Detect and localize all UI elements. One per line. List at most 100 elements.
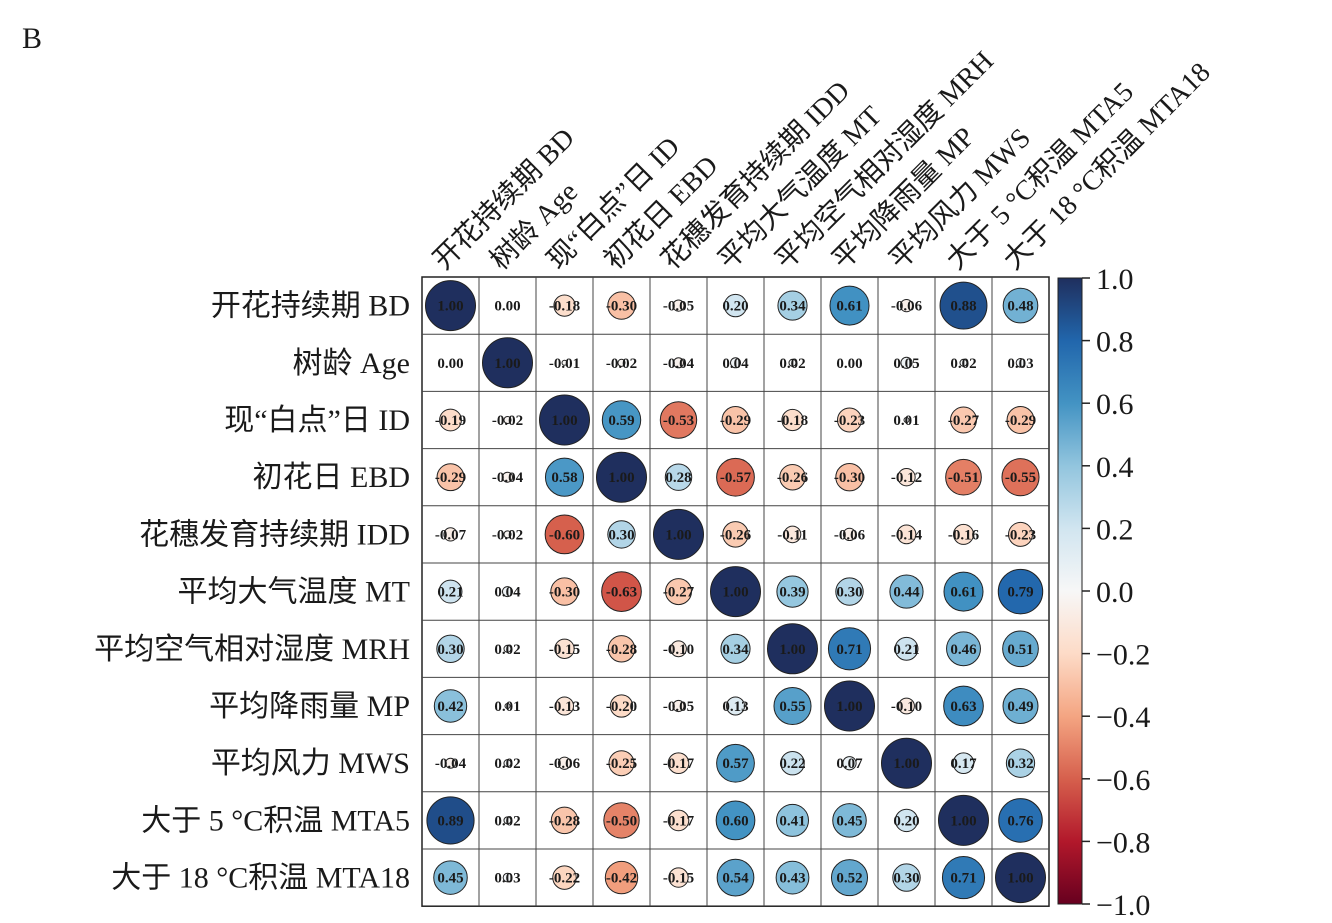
cell-value-r2-c8: 0.01 <box>893 413 919 429</box>
cell-value-r0-c1: 0.00 <box>494 299 520 315</box>
cell-circle-r8-c2 <box>557 756 572 770</box>
cell-circle-r4-c9 <box>953 523 974 545</box>
cell-value-r7-c7: 1.00 <box>836 699 862 715</box>
cell-circle-r1-c9 <box>959 358 968 367</box>
cell-value-r5-c5: 1.00 <box>722 585 748 601</box>
cell-value-r2-c2: 1.00 <box>551 413 577 429</box>
cell-value-r4-c7: -0.06 <box>834 527 866 543</box>
cell-value-r7-c3: -0.20 <box>606 699 637 715</box>
cell-value-r6-c3: -0.28 <box>606 642 637 658</box>
cell-value-r10-c9: 0.71 <box>950 871 976 887</box>
cell-circle-r5-c4 <box>665 578 692 606</box>
cell-circle-r3-c2 <box>544 457 585 497</box>
cell-value-r4-c2: -0.60 <box>549 527 580 543</box>
cell-circle-r7-c4 <box>672 699 685 713</box>
cell-value-r9-c2: -0.28 <box>549 813 580 829</box>
cell-circle-r7-c3 <box>609 694 634 718</box>
cell-value-r0-c6: 0.34 <box>779 299 806 315</box>
cell-circle-r1-c2 <box>561 359 568 366</box>
cell-value-r5-c3: -0.63 <box>606 585 637 601</box>
cell-value-r7-c5: 0.13 <box>722 699 748 715</box>
cell-circle-r0-c10 <box>1002 287 1039 324</box>
cell-circle-r9-c4 <box>667 809 690 832</box>
cell-value-r10-c10: 1.00 <box>1007 871 1033 887</box>
cell-circle-r2-c3 <box>601 400 642 440</box>
cell-circle-r0-c4 <box>672 299 685 312</box>
cell-circle-r1-c5 <box>730 357 741 369</box>
cell-circle-r10-c10 <box>995 852 1046 904</box>
cell-circle-r1-c3 <box>617 358 626 367</box>
cell-value-r9-c6: 0.41 <box>779 813 805 829</box>
colorbar-tick-8: −0.6 <box>1096 764 1150 797</box>
cell-value-r10-c5: 0.54 <box>722 871 749 887</box>
cell-value-r7-c9: 0.63 <box>950 699 976 715</box>
cell-circle-r0-c5 <box>723 293 748 318</box>
cell-circle-r2-c10 <box>1006 406 1035 434</box>
cell-circle-r3-c6 <box>779 463 806 491</box>
cell-circle-r4-c10 <box>1008 521 1033 547</box>
cell-circle-r4-c3 <box>607 520 636 549</box>
cell-value-r9-c1: 0.02 <box>494 813 520 829</box>
cell-value-r7-c2: -0.13 <box>549 699 580 715</box>
cell-circle-r5-c5 <box>710 566 761 618</box>
cell-circle-r3-c5 <box>716 457 755 497</box>
cell-value-r4-c1: -0.02 <box>492 527 523 543</box>
cell-value-r3-c8: -0.12 <box>891 470 922 486</box>
cell-value-r5-c8: 0.44 <box>893 585 920 601</box>
colorbar-tick-5: 0.0 <box>1096 576 1134 609</box>
cell-circle-r7-c10 <box>1002 688 1039 724</box>
cell-value-r7-c8: -0.10 <box>891 699 922 715</box>
cell-circle-r1-c4 <box>673 357 684 369</box>
cell-circle-r8-c4 <box>667 752 690 775</box>
cell-value-r10-c2: -0.22 <box>549 871 580 887</box>
cell-value-r9-c10: 0.76 <box>1007 813 1034 829</box>
cell-value-r0-c7: 0.61 <box>836 299 862 315</box>
cell-circle-r8-c6 <box>780 750 805 776</box>
cell-value-r6-c0: 0.30 <box>437 642 463 658</box>
cell-circle-r3-c1 <box>502 471 513 483</box>
cell-circle-r8-c10 <box>1005 748 1036 778</box>
cell-value-r9-c5: 0.60 <box>722 813 748 829</box>
cell-value-r3-c1: -0.04 <box>492 470 524 486</box>
cell-value-r1-c1: 1.00 <box>494 356 520 372</box>
cell-value-r3-c3: 1.00 <box>608 470 634 486</box>
row-label-8: 平均风力 MWS <box>211 747 410 780</box>
cell-value-r6-c4: -0.10 <box>663 642 694 658</box>
cell-value-r0-c0: 1.00 <box>437 299 463 315</box>
cell-value-r10-c7: 0.52 <box>836 871 862 887</box>
cell-value-r2-c9: -0.27 <box>948 413 980 429</box>
cell-circle-r8-c8 <box>881 737 932 789</box>
colorbar-tick-6: −0.2 <box>1096 639 1150 672</box>
cell-circle-r4-c7 <box>842 527 857 542</box>
colorbar-tick-7: −0.4 <box>1096 701 1150 734</box>
cell-value-r0-c5: 0.20 <box>722 299 748 315</box>
cell-circle-r9-c2 <box>550 806 579 835</box>
cell-value-r1-c4: -0.04 <box>663 356 695 372</box>
cell-circle-r2-c1 <box>503 415 512 425</box>
cell-circle-r6-c10 <box>1002 630 1039 668</box>
cell-value-r7-c0: 0.42 <box>437 699 463 715</box>
cell-value-r10-c1: 0.03 <box>494 871 520 887</box>
cell-value-r7-c1: 0.01 <box>494 699 520 715</box>
cell-circle-r5-c3 <box>601 571 642 612</box>
cell-value-r9-c8: 0.20 <box>893 813 919 829</box>
cell-circle-r9-c10 <box>998 798 1043 843</box>
cell-value-r8-c2: -0.06 <box>549 756 581 772</box>
cell-circle-r7-c0 <box>433 689 468 723</box>
cell-value-r3-c4: 0.28 <box>665 470 691 486</box>
cell-value-r6-c1: 0.02 <box>494 642 520 658</box>
cell-value-r8-c8: 1.00 <box>893 756 919 772</box>
cell-value-r0-c10: 0.48 <box>1007 299 1033 315</box>
cell-value-r10-c4: -0.15 <box>663 871 694 887</box>
cell-value-r3-c10: -0.55 <box>1005 470 1036 486</box>
cell-value-r3-c7: -0.30 <box>834 470 865 486</box>
cell-circle-r7-c9 <box>943 685 984 727</box>
cell-circle-r0-c9 <box>939 281 988 330</box>
cell-circle-r3-c9 <box>945 458 982 496</box>
cell-circle-r7-c8 <box>898 697 915 715</box>
cell-circle-r7-c6 <box>773 686 812 726</box>
colorbar-tick-10: −1.0 <box>1096 889 1150 922</box>
cell-circle-r1-c6 <box>788 358 797 367</box>
cell-circle-r9-c9 <box>938 794 989 846</box>
